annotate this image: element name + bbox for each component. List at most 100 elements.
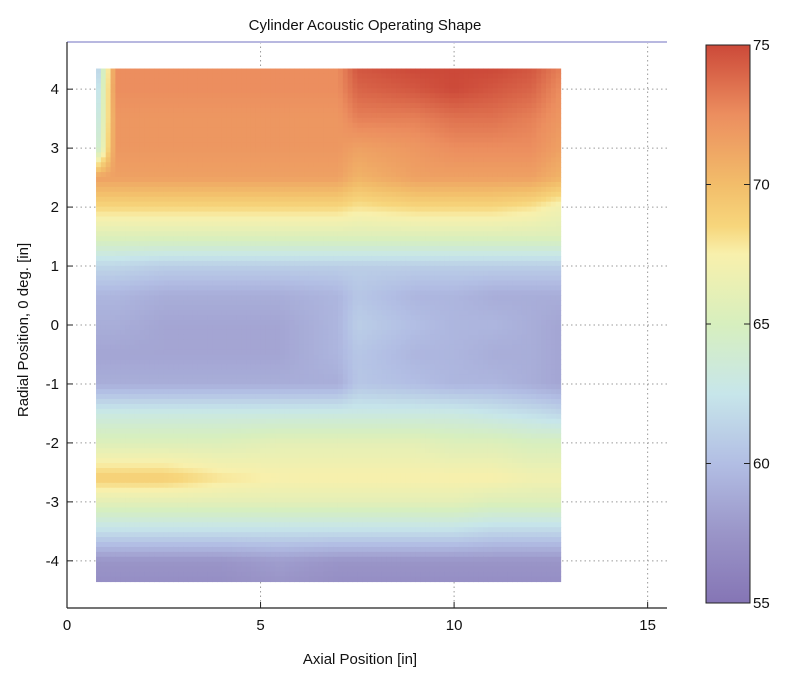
heatmap-cell bbox=[498, 256, 503, 262]
heatmap-cell bbox=[527, 78, 532, 84]
heatmap-cell bbox=[488, 310, 493, 316]
heatmap-cell bbox=[338, 172, 343, 178]
heatmap-cell bbox=[101, 143, 106, 149]
heatmap-cell bbox=[217, 98, 222, 104]
heatmap-cell bbox=[183, 295, 188, 301]
heatmap-cell bbox=[512, 305, 517, 311]
heatmap-cell bbox=[338, 320, 343, 326]
heatmap-cell bbox=[498, 133, 503, 139]
heatmap-cell bbox=[386, 103, 391, 109]
heatmap-cell bbox=[357, 197, 362, 203]
heatmap-cell bbox=[348, 113, 353, 119]
heatmap-cell bbox=[232, 286, 237, 292]
heatmap-cell bbox=[164, 88, 169, 94]
heatmap-cell bbox=[391, 207, 396, 213]
heatmap-cell bbox=[207, 78, 212, 84]
heatmap-cell bbox=[498, 128, 503, 134]
heatmap-cell bbox=[198, 216, 203, 222]
heatmap-cell bbox=[285, 123, 290, 129]
heatmap-cell bbox=[207, 128, 212, 134]
heatmap-cell bbox=[178, 187, 183, 193]
heatmap-cell bbox=[478, 207, 483, 213]
heatmap-cell bbox=[261, 128, 266, 134]
heatmap-cell bbox=[396, 113, 401, 119]
heatmap-cell bbox=[202, 241, 207, 247]
heatmap-cell bbox=[464, 177, 469, 183]
heatmap-cell bbox=[541, 300, 546, 306]
heatmap-cell bbox=[106, 276, 111, 282]
heatmap-cell bbox=[96, 197, 101, 203]
heatmap-cell bbox=[502, 310, 507, 316]
heatmap-cell bbox=[459, 251, 464, 257]
heatmap-cell bbox=[367, 216, 372, 222]
heatmap-cell bbox=[120, 241, 125, 247]
heatmap-cell bbox=[527, 231, 532, 237]
heatmap-cell bbox=[517, 162, 522, 168]
heatmap-cell bbox=[265, 138, 270, 144]
heatmap-cell bbox=[391, 226, 396, 232]
heatmap-cell bbox=[541, 147, 546, 153]
heatmap-cell bbox=[469, 315, 474, 321]
heatmap-cell bbox=[517, 295, 522, 301]
heatmap-cell bbox=[333, 103, 338, 109]
heatmap-cell bbox=[483, 276, 488, 282]
heatmap-cell bbox=[459, 310, 464, 316]
heatmap-cell bbox=[430, 290, 435, 296]
heatmap-cell bbox=[464, 93, 469, 99]
heatmap-cell bbox=[425, 93, 430, 99]
heatmap-cell bbox=[246, 231, 251, 237]
heatmap-cell bbox=[207, 162, 212, 168]
heatmap-cell bbox=[207, 83, 212, 89]
heatmap-cell bbox=[188, 147, 193, 153]
heatmap-cell bbox=[386, 286, 391, 292]
heatmap-cell bbox=[101, 162, 106, 168]
heatmap-cell bbox=[304, 300, 309, 306]
heatmap-cell bbox=[193, 177, 198, 183]
heatmap-cell bbox=[169, 320, 174, 326]
heatmap-cell bbox=[512, 276, 517, 282]
heatmap-cell bbox=[517, 226, 522, 232]
heatmap-cell bbox=[290, 246, 295, 252]
heatmap-cell bbox=[415, 231, 420, 237]
heatmap-cell bbox=[551, 290, 556, 296]
heatmap-cell bbox=[396, 216, 401, 222]
heatmap-cell bbox=[323, 202, 328, 208]
heatmap-cell bbox=[493, 113, 498, 119]
heatmap-cell bbox=[115, 182, 120, 188]
heatmap-cell bbox=[251, 113, 256, 119]
heatmap-cell bbox=[541, 108, 546, 114]
heatmap-cell bbox=[507, 167, 512, 173]
heatmap-cell bbox=[546, 123, 551, 129]
heatmap-cell bbox=[396, 202, 401, 208]
heatmap-cell bbox=[396, 290, 401, 296]
heatmap-cell bbox=[314, 290, 319, 296]
heatmap-cell bbox=[512, 271, 517, 277]
heatmap-cell bbox=[202, 133, 207, 139]
heatmap-cell bbox=[294, 69, 299, 75]
heatmap-cell bbox=[251, 246, 256, 252]
heatmap-cell bbox=[343, 167, 348, 173]
heatmap-cell bbox=[348, 256, 353, 262]
heatmap-cell bbox=[135, 236, 140, 242]
heatmap-cell bbox=[411, 69, 416, 75]
heatmap-cell bbox=[265, 103, 270, 109]
heatmap-cell bbox=[120, 152, 125, 158]
heatmap-cell bbox=[348, 93, 353, 99]
heatmap-cell bbox=[333, 167, 338, 173]
heatmap-cell bbox=[449, 133, 454, 139]
heatmap-cell bbox=[290, 108, 295, 114]
heatmap-cell bbox=[96, 182, 101, 188]
heatmap-cell bbox=[435, 216, 440, 222]
heatmap-cell bbox=[473, 73, 478, 79]
heatmap-cell bbox=[304, 123, 309, 129]
heatmap-cell bbox=[115, 123, 120, 129]
heatmap-cell bbox=[401, 305, 406, 311]
heatmap-cell bbox=[512, 231, 517, 237]
heatmap-cell bbox=[227, 187, 232, 193]
heatmap-cell bbox=[241, 315, 246, 321]
heatmap-cell bbox=[546, 133, 551, 139]
heatmap-cell bbox=[130, 286, 135, 292]
heatmap-cell bbox=[382, 290, 387, 296]
heatmap-cell bbox=[435, 128, 440, 134]
heatmap-cell bbox=[556, 212, 561, 218]
